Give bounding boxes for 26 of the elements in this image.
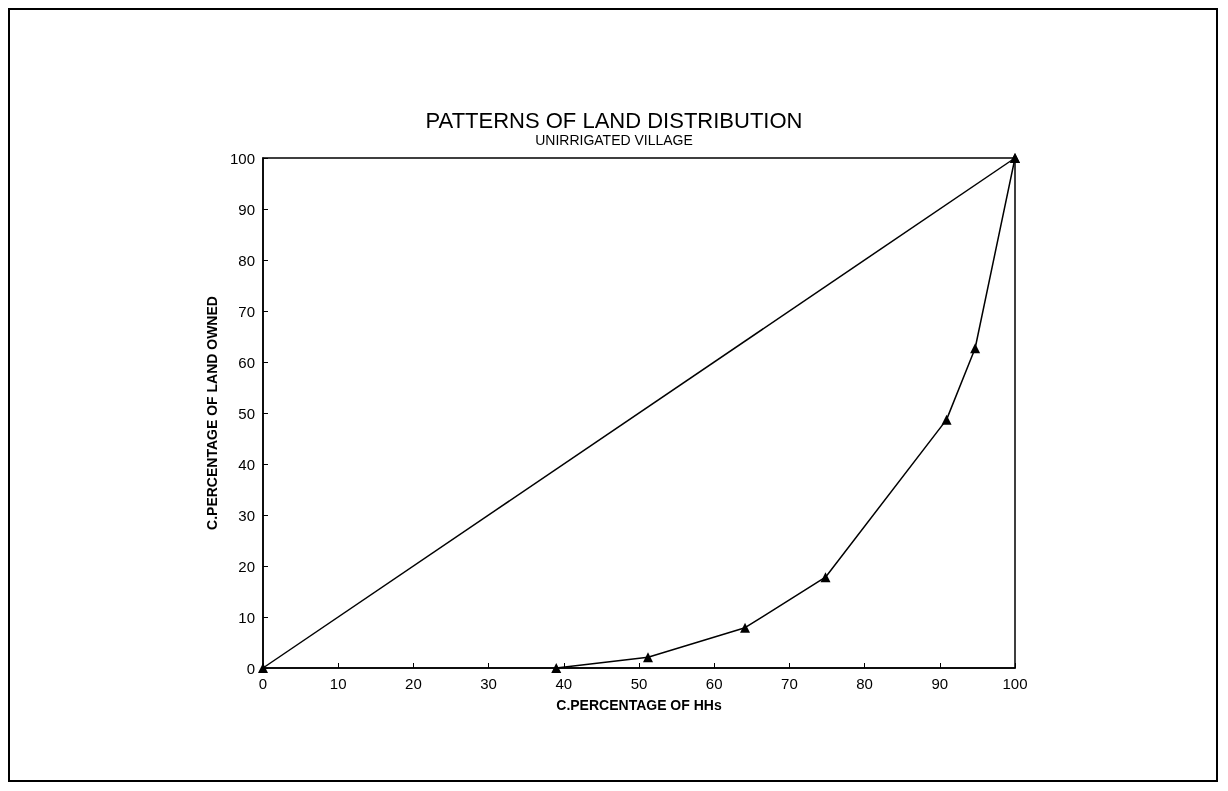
x-tick-label: 30	[480, 675, 497, 692]
y-tick-label: 30	[238, 506, 255, 524]
x-tick-label: 20	[405, 675, 422, 692]
y-tick-label: 20	[238, 557, 255, 575]
chart-title: PATTERNS OF LAND DISTRIBUTION	[425, 107, 803, 133]
x-tick-label: 70	[781, 675, 798, 692]
x-tick-label: 0	[258, 675, 268, 692]
y-tick-label: 100	[229, 149, 255, 167]
y-tick-label: 0	[246, 659, 255, 677]
x-tick-label: 90	[931, 675, 949, 692]
y-tick-label: 50	[238, 404, 255, 422]
x-tick-label: 100	[1002, 675, 1028, 692]
chart-subtitle: UNIRRIGATED VILLAGE	[535, 132, 693, 148]
y-tick-label: 70	[238, 302, 255, 320]
x-tick-label: 80	[856, 675, 873, 692]
x-axis-title: C.PERCENTAGE OF HHs	[556, 697, 722, 713]
x-tick-label: 60	[705, 675, 723, 692]
y-tick-label: 90	[238, 200, 255, 218]
y-axis-title: C.PERCENTAGE OF LAND OWNED	[204, 296, 221, 530]
y-tick-label: 40	[238, 455, 255, 473]
y-tick-label: 60	[238, 353, 255, 371]
x-tick-label: 10	[329, 675, 347, 692]
y-tick-label: 10	[238, 608, 255, 626]
x-tick-label: 50	[630, 675, 648, 692]
y-tick-label: 80	[238, 251, 255, 269]
x-tick-label: 40	[555, 675, 573, 692]
